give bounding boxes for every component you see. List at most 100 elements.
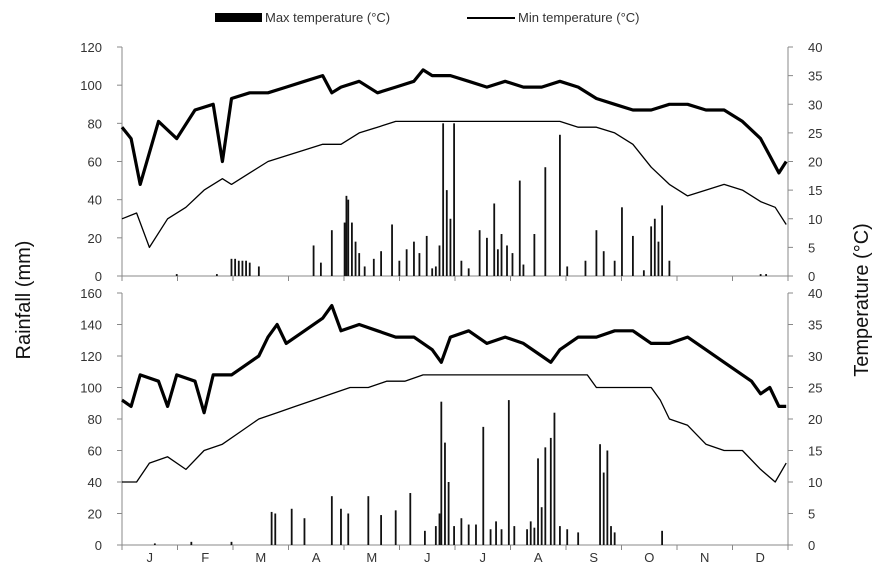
bottom-rain-bar — [409, 493, 411, 545]
bottom-right-tick-label: 5 — [808, 507, 815, 522]
month-label: N — [700, 550, 709, 565]
top-rain-bar — [654, 219, 656, 276]
bottom-rain-bar — [380, 515, 382, 545]
top-rain-bar — [398, 261, 400, 276]
top-rain-bar — [373, 259, 375, 276]
bottom-left-tick-label: 160 — [80, 286, 102, 301]
bottom-rain-bar — [395, 510, 397, 545]
top-rain-bar — [413, 242, 415, 276]
bottom-rain-bar — [440, 402, 442, 545]
top-right-tick-label: 0 — [808, 269, 815, 284]
left-axis-title: Rainfall (mm) — [13, 241, 35, 360]
bottom-rain-bar — [468, 525, 470, 545]
bottom-rain-bar — [444, 443, 446, 545]
bottom-rain-bar — [610, 526, 612, 545]
top-rain-bar — [658, 242, 660, 276]
bottom-rain-bar — [614, 532, 616, 545]
bottom-left-tick-label: 20 — [88, 507, 102, 522]
bottom-rain-bar — [559, 526, 561, 545]
top-rain-bar — [479, 230, 481, 276]
bottom-rain-bar — [231, 542, 233, 545]
bottom-rain-bar — [439, 514, 441, 546]
bottom-rain-bar — [508, 400, 510, 545]
bottom-right-tick-label: 30 — [808, 349, 822, 364]
top-rain-bar — [497, 249, 499, 276]
bottom-rain-bar — [661, 531, 663, 545]
top-rain-bar — [344, 223, 346, 276]
top-rain-bar — [632, 236, 634, 276]
top-rain-bar — [533, 234, 535, 276]
top-rain-bar — [585, 261, 587, 276]
top-rain-bar — [351, 223, 353, 276]
top-rain-bar — [544, 167, 546, 276]
top-rain-bar — [358, 253, 360, 276]
top-rain-bar — [442, 123, 444, 276]
month-label: J — [424, 550, 431, 565]
bottom-left-tick-label: 80 — [88, 412, 102, 427]
top-rain-bar — [468, 268, 470, 276]
right-axis-title: Temperature (°C) — [851, 223, 873, 377]
bottom-rain-bar — [599, 444, 601, 545]
top-left-tick-label: 0 — [95, 269, 102, 284]
top-rain-bar — [406, 249, 408, 276]
bottom-rain-bar — [274, 514, 276, 546]
top-right-tick-label: 25 — [808, 126, 822, 141]
bottom-rain-bar — [347, 514, 349, 546]
bottom-rain-bar — [271, 512, 273, 545]
top-rain-bar — [355, 242, 357, 276]
top-left-tick-label: 20 — [88, 231, 102, 246]
top-right-tick-label: 5 — [808, 240, 815, 255]
top-rain-bar — [668, 261, 670, 276]
bottom-rain-bar — [566, 529, 568, 545]
top-rain-bar — [313, 245, 315, 276]
bottom-left-tick-label: 100 — [80, 381, 102, 396]
top-rain-bar — [216, 274, 218, 276]
top-rain-bar — [501, 234, 503, 276]
top-rain-bar — [453, 123, 455, 276]
bottom-rain-bar — [490, 529, 492, 545]
bottom-rain-bar — [544, 447, 546, 545]
top-rain-bar — [603, 251, 605, 276]
bottom-rain-bar — [154, 543, 156, 545]
top-rain-bar — [391, 224, 393, 276]
legend-min-label: Min temperature (°C) — [518, 10, 640, 25]
top-rain-bar — [331, 230, 333, 276]
bottom-left-tick-label: 140 — [80, 318, 102, 333]
bottom-rain-bar — [541, 507, 543, 545]
month-label: O — [644, 550, 654, 565]
bottom-max-temperature-line — [122, 306, 786, 413]
top-rain-bar — [643, 270, 645, 276]
bottom-rain-bar — [453, 526, 455, 545]
top-rain-bar — [320, 263, 322, 276]
top-right-tick-label: 15 — [808, 183, 822, 198]
bottom-rain-bar — [530, 521, 532, 545]
month-label: A — [534, 550, 543, 565]
bottom-rain-bar — [331, 496, 333, 545]
bottom-right-tick-label: 40 — [808, 286, 822, 301]
bottom-rain-bar — [460, 518, 462, 545]
top-right-tick-label: 20 — [808, 155, 822, 170]
bottom-right-tick-label: 0 — [808, 538, 815, 553]
legend: Max temperature (°C) Min temperature (°C… — [215, 10, 640, 25]
bottom-rain-bar — [448, 482, 450, 545]
legend-max-swatch — [215, 13, 262, 22]
top-right-tick-label: 35 — [808, 69, 822, 84]
bottom-right-tick-label: 25 — [808, 381, 822, 396]
bottom-rain-bar — [291, 509, 293, 545]
month-label: M — [366, 550, 377, 565]
top-rain-bar — [176, 274, 178, 276]
top-rain-bar — [245, 261, 247, 276]
top-rain-bar — [523, 265, 525, 276]
top-rain-bar — [435, 266, 437, 276]
top-rain-bar — [238, 261, 240, 276]
bottom-rain-bar — [526, 529, 528, 545]
top-rain-bar — [446, 190, 448, 276]
top-left-tick-label: 80 — [88, 116, 102, 131]
bottom-left-tick-label: 40 — [88, 475, 102, 490]
bottom-rain-bar — [435, 526, 437, 545]
bottom-rain-bar — [606, 451, 608, 546]
top-rain-bar — [234, 259, 236, 276]
top-rain-bar — [346, 196, 348, 276]
